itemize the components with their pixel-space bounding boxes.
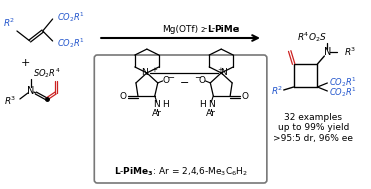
Text: N: N: [141, 68, 148, 77]
Text: −: −: [179, 78, 189, 88]
Text: up to 99% yield: up to 99% yield: [278, 123, 349, 132]
Text: L: L: [207, 25, 213, 33]
Text: +: +: [151, 67, 157, 73]
Text: 2: 2: [200, 28, 205, 33]
Text: $R^3$: $R^3$: [344, 46, 357, 58]
Text: N: N: [220, 68, 227, 77]
Text: $R^3$: $R^3$: [3, 95, 16, 107]
Text: -: -: [211, 25, 214, 33]
Text: O: O: [199, 76, 206, 85]
Text: O: O: [162, 76, 169, 85]
Text: H: H: [200, 100, 206, 109]
Text: O: O: [242, 92, 249, 101]
Text: $R^4O_2S$: $R^4O_2S$: [298, 30, 327, 44]
Text: Mg(OTf): Mg(OTf): [162, 25, 198, 33]
Text: 3: 3: [234, 28, 239, 33]
Text: 32 examples: 32 examples: [285, 112, 342, 122]
Text: >95:5 dr, 96% ee: >95:5 dr, 96% ee: [273, 135, 354, 143]
Text: N: N: [153, 100, 160, 109]
Text: $CO_2R^1$: $CO_2R^1$: [58, 10, 85, 24]
FancyBboxPatch shape: [94, 55, 267, 183]
Text: H: H: [162, 100, 168, 109]
Text: +: +: [217, 67, 223, 73]
Text: PiMe: PiMe: [214, 25, 239, 33]
Text: O: O: [119, 92, 127, 101]
Text: $+$: $+$: [20, 57, 30, 67]
Text: Ar: Ar: [152, 109, 162, 118]
Text: $CO_2R^1$: $CO_2R^1$: [329, 85, 357, 99]
Text: -: -: [203, 25, 207, 33]
Text: $R^2$: $R^2$: [3, 17, 15, 29]
Text: $R^2$: $R^2$: [270, 85, 283, 97]
Text: N: N: [208, 100, 215, 109]
Text: $CO_2R^1$: $CO_2R^1$: [58, 36, 85, 50]
Text: $\mathbf{L}$-$\mathbf{PiMe_3}$: Ar = 2,4,6-Me$_3$C$_6$H$_2$: $\mathbf{L}$-$\mathbf{PiMe_3}$: Ar = 2,4…: [114, 166, 248, 178]
Text: −: −: [194, 73, 201, 82]
Text: −: −: [167, 73, 174, 82]
Text: Ar: Ar: [206, 109, 216, 118]
Text: $CO_2R^1$: $CO_2R^1$: [329, 75, 357, 89]
Text: N: N: [324, 47, 331, 57]
Text: N: N: [27, 86, 35, 96]
Text: $SO_2R^4$: $SO_2R^4$: [33, 66, 60, 80]
